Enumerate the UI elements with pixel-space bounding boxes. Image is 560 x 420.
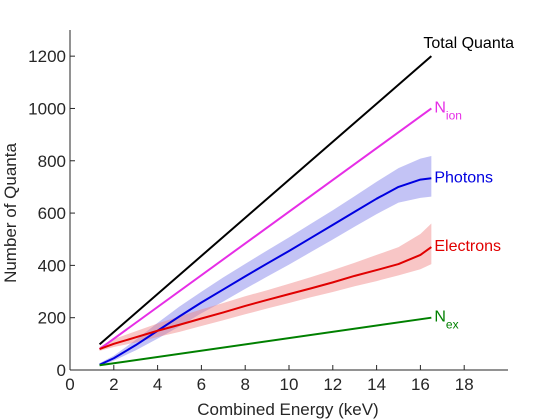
photons-label: Photons bbox=[434, 169, 493, 186]
electrons-label: Electrons bbox=[434, 238, 501, 255]
y-tick-label: 600 bbox=[38, 204, 66, 223]
nex-line bbox=[99, 316, 432, 367]
x-axis-label: Combined Energy (keV) bbox=[197, 400, 378, 419]
uncertainty-bands bbox=[99, 156, 432, 367]
y-tick-label: 0 bbox=[57, 361, 66, 380]
total-quanta-label: Total Quanta bbox=[423, 35, 514, 52]
y-axis-label: Number of Quanta bbox=[1, 143, 20, 283]
nion-line bbox=[98, 107, 432, 350]
electrons-band bbox=[99, 223, 432, 351]
electrons-line bbox=[99, 246, 432, 351]
x-tick-label: 16 bbox=[411, 375, 430, 394]
x-tick-label: 10 bbox=[280, 375, 299, 394]
x-tick-label: 14 bbox=[367, 375, 386, 394]
x-tick-label: 6 bbox=[197, 375, 206, 394]
series-labels: Total Quanta Nion Photons Electrons Nex bbox=[423, 35, 514, 332]
x-tick-label: 4 bbox=[153, 375, 162, 394]
y-tick-label: 400 bbox=[38, 256, 66, 275]
x-tick-label: 18 bbox=[455, 375, 474, 394]
total-quanta-line bbox=[98, 55, 433, 346]
photons-line bbox=[99, 177, 432, 366]
tick-labels: 0 2 4 6 8 10 12 14 16 18 0 200 400 600 800 1000 1200 bbox=[28, 47, 473, 394]
y-tick-label: 1000 bbox=[28, 99, 66, 118]
y-tick-label: 200 bbox=[38, 309, 66, 328]
x-tick-label: 0 bbox=[65, 375, 74, 394]
nex-label: Nex bbox=[434, 309, 458, 332]
y-tick-label: 800 bbox=[38, 152, 66, 171]
x-tick-label: 2 bbox=[109, 375, 118, 394]
x-tick-label: 12 bbox=[323, 375, 342, 394]
axes bbox=[69, 30, 508, 371]
series-lines bbox=[98, 55, 433, 367]
nion-label: Nion bbox=[434, 99, 462, 122]
y-tick-label: 1200 bbox=[28, 47, 66, 66]
x-tick-label: 8 bbox=[240, 375, 249, 394]
